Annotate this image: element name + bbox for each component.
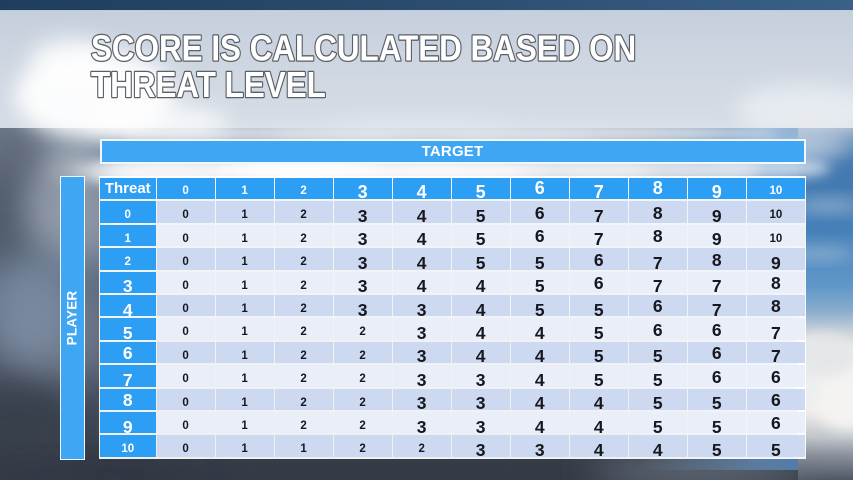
svg-text:SCORE IS CALCULATED BASED ON: SCORE IS CALCULATED BASED ON xyxy=(91,28,636,69)
svg-text:THREAT LEVEL: THREAT LEVEL xyxy=(91,65,326,106)
